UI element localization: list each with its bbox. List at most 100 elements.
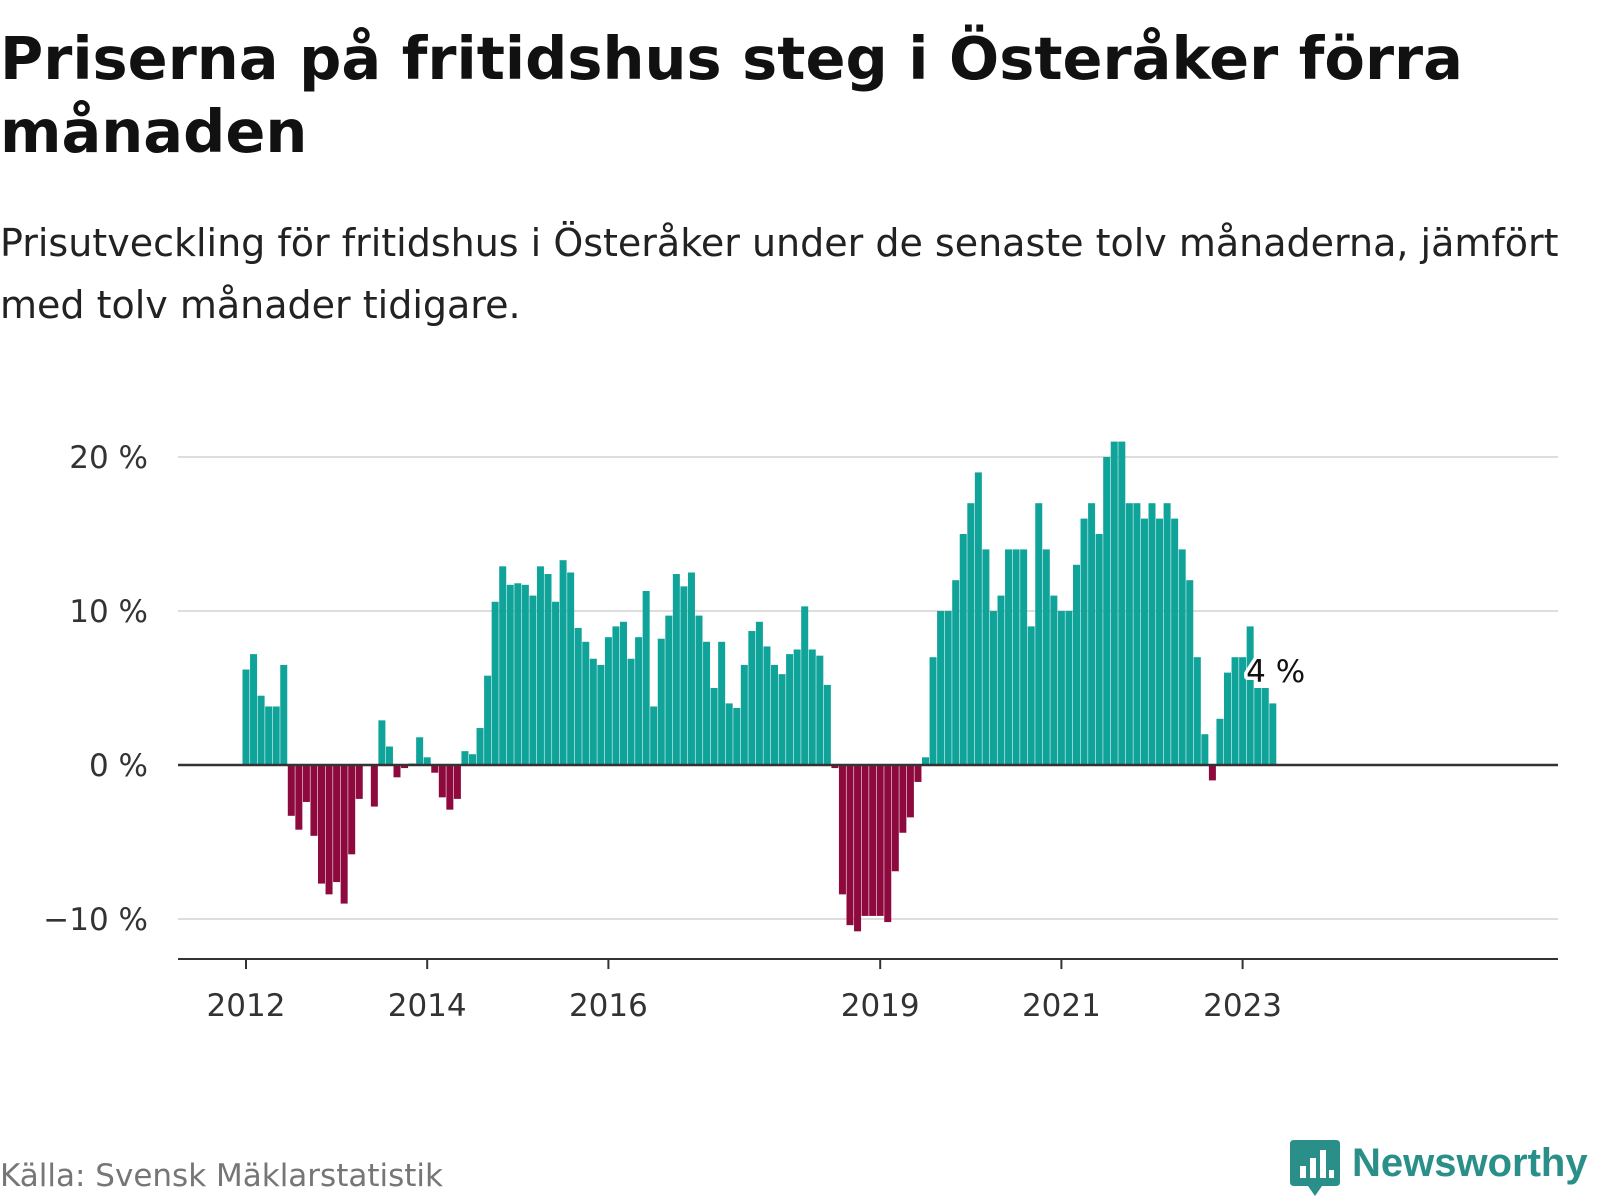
bar xyxy=(620,621,627,765)
x-tick-label: 2023 xyxy=(1203,988,1282,1024)
newsworthy-logo: Newsworthy xyxy=(1290,1140,1588,1200)
y-tick-label: 10 % xyxy=(69,594,148,630)
bar xyxy=(544,574,552,765)
bar xyxy=(1156,518,1164,765)
x-tick-label: 2012 xyxy=(207,988,286,1024)
bar xyxy=(272,706,280,765)
bar xyxy=(318,765,325,884)
newsworthy-brand-name: Newsworthy xyxy=(1352,1141,1588,1185)
bar xyxy=(1050,595,1058,765)
bar xyxy=(582,641,590,765)
bar xyxy=(431,765,439,773)
bar xyxy=(325,765,333,895)
bar xyxy=(831,765,839,769)
bar xyxy=(257,695,265,765)
bar xyxy=(672,574,680,765)
bar xyxy=(521,584,529,765)
bar xyxy=(635,637,643,765)
bar xyxy=(771,664,778,765)
x-tick-label: 2019 xyxy=(841,988,920,1024)
bar xyxy=(438,765,446,798)
bar xyxy=(370,765,378,807)
bar xyxy=(914,765,922,782)
bar xyxy=(680,586,688,765)
bar xyxy=(1261,688,1269,765)
bar xyxy=(1178,549,1186,765)
bar xyxy=(461,751,469,765)
bar xyxy=(718,641,726,765)
bar xyxy=(340,765,348,904)
bar xyxy=(1254,688,1262,765)
bar xyxy=(650,706,658,765)
bar xyxy=(1118,441,1126,765)
bar xyxy=(740,664,748,765)
bar xyxy=(763,646,771,765)
bar xyxy=(1216,718,1224,765)
bar xyxy=(869,765,877,916)
bar xyxy=(1171,518,1179,765)
bar xyxy=(695,615,703,765)
bar xyxy=(536,566,544,765)
bar xyxy=(937,611,945,765)
bar xyxy=(1148,503,1156,765)
bar xyxy=(899,765,907,833)
bar xyxy=(642,590,650,765)
bar xyxy=(484,675,492,765)
bar xyxy=(922,757,929,765)
bar xyxy=(710,688,718,765)
bar xyxy=(687,572,695,765)
bar xyxy=(597,664,605,765)
bar xyxy=(476,728,484,765)
y-tick-label: 0 % xyxy=(89,748,148,784)
bar xyxy=(974,472,982,765)
bar xyxy=(287,765,295,816)
bar xyxy=(1012,549,1020,765)
bar xyxy=(348,765,356,855)
bar xyxy=(997,595,1005,765)
y-tick-label: 20 % xyxy=(69,440,148,476)
bar xyxy=(657,638,665,765)
bar xyxy=(891,765,899,872)
bar xyxy=(242,669,250,765)
bar xyxy=(612,626,620,765)
y-tick-label: −10 % xyxy=(43,902,148,938)
bar xyxy=(816,655,824,765)
bar xyxy=(453,765,461,799)
bar xyxy=(854,765,862,932)
bar xyxy=(755,621,763,765)
chart-title: Priserna på fritidshus steg i Österåker … xyxy=(0,24,1463,166)
bar xyxy=(589,658,597,765)
bar xyxy=(604,637,612,765)
bar xyxy=(491,601,499,765)
bar xyxy=(1088,503,1096,765)
bar xyxy=(1208,765,1216,781)
bar xyxy=(567,572,575,765)
bar xyxy=(801,606,809,765)
chart-subtitle: Prisutveckling för fritidshus i Österåke… xyxy=(0,221,1559,327)
bar xyxy=(416,737,424,765)
bar xyxy=(423,757,431,765)
bar xyxy=(876,765,884,916)
bar xyxy=(446,765,454,810)
bar xyxy=(514,583,522,765)
bar xyxy=(469,754,476,765)
source-note: Källa: Svensk Mäklarstatistik xyxy=(0,1158,443,1194)
bar xyxy=(906,765,914,818)
bar xyxy=(959,534,967,765)
bar xyxy=(1057,611,1065,765)
bar xyxy=(302,765,310,802)
bar xyxy=(295,765,303,830)
bar xyxy=(552,601,560,765)
latest-value-label: 4 % xyxy=(1246,654,1305,690)
bar xyxy=(310,765,318,836)
bar xyxy=(989,611,997,765)
newsworthy-logo-icon xyxy=(1290,1140,1340,1196)
bar xyxy=(884,765,892,923)
bar xyxy=(1005,549,1013,765)
bar xyxy=(280,664,288,765)
bar xyxy=(1065,611,1073,765)
bar xyxy=(559,560,567,765)
bar xyxy=(725,703,733,765)
bar xyxy=(733,708,741,765)
bar xyxy=(378,720,386,765)
